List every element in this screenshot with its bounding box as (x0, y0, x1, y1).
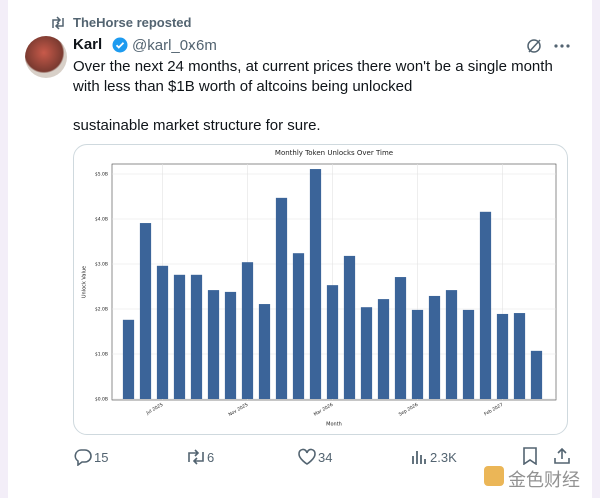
like-count: 34 (318, 450, 333, 465)
repost-icon (52, 16, 64, 30)
author-name[interactable]: Karl (73, 36, 103, 53)
bar (530, 350, 543, 399)
watermark: 金色财经 (508, 470, 580, 490)
author-handle[interactable]: @karl_0x (132, 37, 196, 54)
bar (241, 262, 254, 399)
bar (513, 313, 526, 399)
y-axis-label: Unlock Value (82, 266, 88, 298)
bar (258, 304, 271, 399)
x-tick-label: Nov 2025 (227, 402, 249, 418)
chart-title: Monthly Token Unlocks Over Time (275, 149, 393, 157)
bar (139, 223, 152, 399)
x-tick-label: Jul 2025 (145, 402, 165, 417)
media-frame[interactable] (73, 144, 568, 435)
post-time[interactable]: 6m (196, 37, 217, 54)
grok-icon[interactable] (525, 37, 545, 55)
like-icon[interactable] (297, 448, 317, 466)
bar (445, 290, 458, 399)
bar (360, 307, 373, 399)
bar (292, 253, 305, 399)
bar (326, 285, 339, 399)
y-tick-label: $5.0B (95, 172, 108, 178)
bar (479, 211, 492, 399)
y-tick-label: $3.0B (95, 262, 108, 268)
bar (122, 319, 135, 399)
reply-icon[interactable] (73, 448, 93, 466)
bar (343, 255, 356, 399)
post-text-line: sustainable market structure for sure. (73, 117, 321, 134)
share-icon[interactable] (553, 447, 571, 465)
x-tick-label: Feb 2027 (483, 402, 504, 418)
verified-badge (112, 37, 128, 53)
bar (275, 197, 288, 399)
views-count: 2.3K (430, 450, 457, 465)
x-axis-label: Month (326, 422, 342, 428)
avatar[interactable] (25, 36, 67, 78)
watermark-logo (484, 466, 504, 486)
bar (156, 265, 169, 399)
repost-label: TheHorse reposted (73, 15, 192, 30)
repost-button[interactable] (186, 448, 206, 466)
bar (462, 309, 475, 399)
repost-count: 6 (207, 450, 215, 465)
reply-count: 15 (94, 450, 109, 465)
bar (411, 309, 424, 399)
bar (428, 295, 441, 399)
more-icon[interactable] (553, 37, 571, 55)
bar (224, 291, 237, 399)
bar (207, 290, 220, 399)
bar (496, 313, 509, 399)
y-tick-label: $4.0B (95, 217, 108, 223)
separator: · (188, 37, 193, 54)
bar (173, 274, 186, 399)
y-tick-label: $1.0B (95, 352, 108, 358)
x-tick-label: Sep 2026 (398, 402, 420, 418)
y-tick-label: $2.0B (95, 307, 108, 313)
y-tick-label: $0.0B (95, 397, 108, 403)
bar (190, 274, 203, 399)
post-text-line: with less than $1B worth of altcoins bei… (73, 78, 413, 95)
bar (377, 299, 390, 399)
views-icon[interactable] (410, 448, 428, 466)
bar (394, 277, 407, 399)
bookmark-icon[interactable] (522, 447, 538, 465)
x-tick-label: Mar 2026 (313, 402, 335, 418)
bar (309, 169, 322, 399)
post-text-line: Over the next 24 months, at current pric… (73, 58, 553, 75)
